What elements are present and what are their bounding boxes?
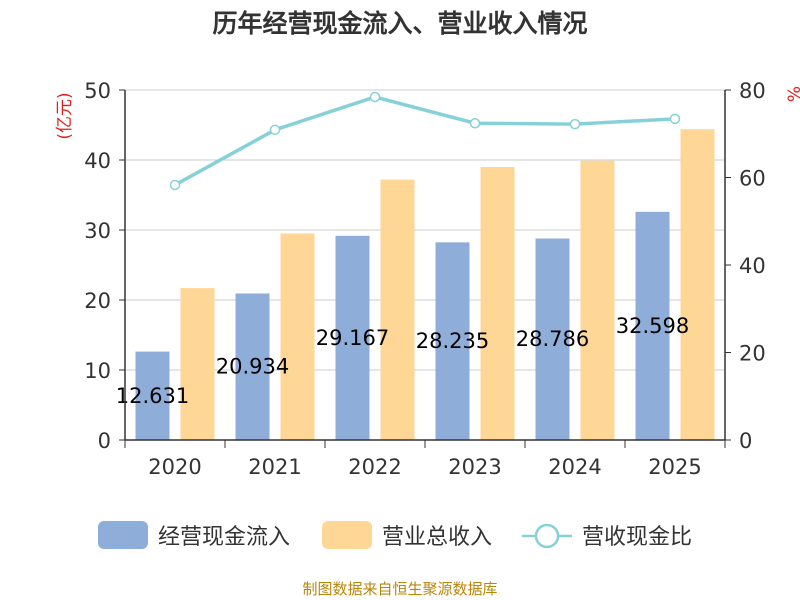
revenue-bar <box>480 167 515 440</box>
axes: 0 10 20 30 40 50 0 20 40 60 80 2020 2021 2022 2023 2024… <box>84 79 765 479</box>
left-tick-label: 50 <box>84 79 111 103</box>
line-series <box>169 91 681 191</box>
x-tick-label: 2020 <box>148 455 201 479</box>
right-tick-label: 0 <box>739 429 752 453</box>
left-tick-label: 20 <box>84 289 111 313</box>
cash-inflow-bar <box>435 242 470 440</box>
left-tick-label: 0 <box>98 429 111 453</box>
left-axis-unit: (亿元) <box>55 92 75 139</box>
cash-inflow-value-label: 12.631 <box>116 384 189 408</box>
x-tick-label: 2021 <box>248 455 301 479</box>
right-tick-label: 20 <box>739 342 766 366</box>
legend-label-cash-inflow: 经营现金流入 <box>158 525 290 550</box>
ratio-line <box>174 95 676 187</box>
data-labels: 12.631 20.934 29.167 28.235 28.786 32.598 <box>116 314 689 408</box>
cash-inflow-value-label: 32.598 <box>616 314 689 338</box>
right-tick-label: 80 <box>739 79 766 103</box>
revenue-bar <box>280 233 315 440</box>
cash-inflow-bar <box>135 351 170 440</box>
left-tick-label: 30 <box>84 219 111 243</box>
x-tick-label: 2025 <box>648 455 701 479</box>
cash-inflow-bar <box>235 293 270 440</box>
bar-series <box>135 129 715 440</box>
cash-inflow-value-label: 28.786 <box>516 327 589 351</box>
cash-inflow-bar <box>335 235 370 440</box>
chart-title: 历年经营现金流入、营业收入情况 <box>212 9 588 38</box>
ratio-point <box>169 179 181 191</box>
x-tick-label: 2023 <box>448 455 501 479</box>
legend-swatch-revenue <box>322 521 372 549</box>
left-tick-label: 40 <box>84 149 111 173</box>
revenue-bar <box>580 160 615 440</box>
source-note: 制图数据来自恒生聚源数据库 <box>302 580 498 598</box>
ratio-point <box>369 91 381 103</box>
ratio-point <box>469 118 481 129</box>
revenue-bar <box>680 129 715 440</box>
cash-inflow-value-label: 28.235 <box>416 329 489 353</box>
left-tick-label: 10 <box>84 359 111 383</box>
ratio-point <box>569 118 581 130</box>
legend: 经营现金流入 营业总收入 营收现金比 <box>98 521 692 550</box>
right-tick-label: 60 <box>739 167 766 191</box>
right-axis-unit: % <box>785 86 800 102</box>
ratio-point <box>669 113 681 125</box>
cash-inflow-value-label: 29.167 <box>316 326 389 350</box>
legend-label-revenue: 营业总收入 <box>382 525 492 550</box>
grid-lines <box>125 89 725 371</box>
ratio-point <box>269 124 281 136</box>
legend-swatch-cash-inflow <box>98 521 148 549</box>
cash-inflow-bar <box>535 238 570 440</box>
legend-label-ratio: 营收现金比 <box>582 525 692 550</box>
cash-inflow-bar <box>635 211 670 440</box>
right-tick-label: 40 <box>739 254 766 278</box>
x-tick-label: 2024 <box>548 455 601 479</box>
revenue-bar <box>180 288 215 440</box>
revenue-bar <box>380 179 415 440</box>
legend-swatch-ratio-marker <box>534 523 560 549</box>
cash-inflow-value-label: 20.934 <box>216 355 289 379</box>
x-tick-label: 2022 <box>348 455 401 479</box>
